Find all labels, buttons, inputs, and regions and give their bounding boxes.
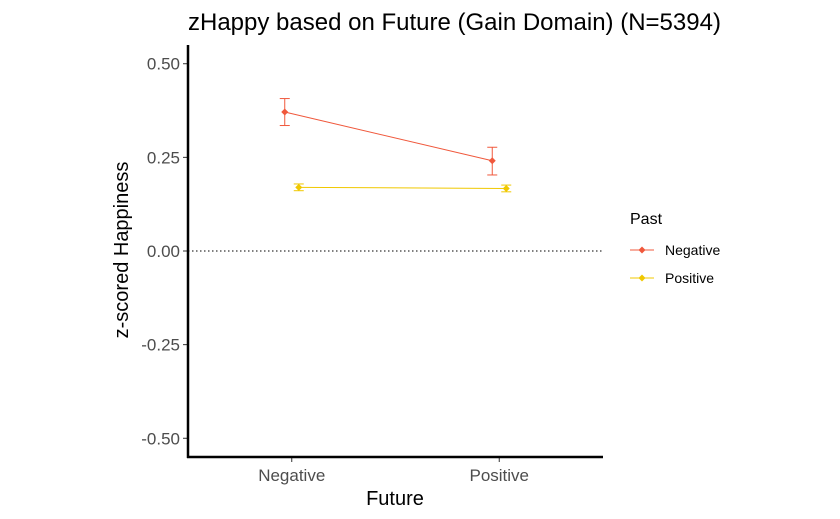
x-tick-label: Negative xyxy=(258,466,325,485)
series-layer xyxy=(279,98,512,193)
y-tick-label: 0.25 xyxy=(147,148,180,167)
y-tick-label: 0.00 xyxy=(147,242,180,261)
legend-label: Positive xyxy=(665,270,714,286)
series-negative xyxy=(279,98,498,176)
data-point xyxy=(295,183,303,191)
y-axis-title: z-scored Happiness xyxy=(111,162,133,339)
series-positive xyxy=(293,183,512,193)
y-tick-label: 0.50 xyxy=(147,55,180,74)
legend-items: Negative Positive xyxy=(630,242,720,286)
legend-key-marker xyxy=(638,274,646,282)
data-point xyxy=(488,157,496,165)
x-axis-ticks: Negative Positive xyxy=(258,457,529,485)
legend-label: Negative xyxy=(665,242,720,258)
x-tick-label: Positive xyxy=(469,466,529,485)
y-tick-label: -0.50 xyxy=(141,429,180,448)
legend-key-marker xyxy=(638,246,646,254)
data-point xyxy=(281,108,289,116)
data-point xyxy=(502,184,510,192)
x-axis-title: Future xyxy=(366,488,424,510)
legend-title: Past xyxy=(630,211,663,228)
chart-title: zHappy based on Future (Gain Domain) (N=… xyxy=(188,9,721,36)
legend: Past Negative Positive xyxy=(630,211,720,286)
y-tick-label: -0.25 xyxy=(141,336,180,355)
series-line xyxy=(284,111,493,162)
series-line xyxy=(298,186,507,189)
y-axis-ticks: 0.50 0.25 0.00 -0.25 -0.50 xyxy=(141,55,188,448)
